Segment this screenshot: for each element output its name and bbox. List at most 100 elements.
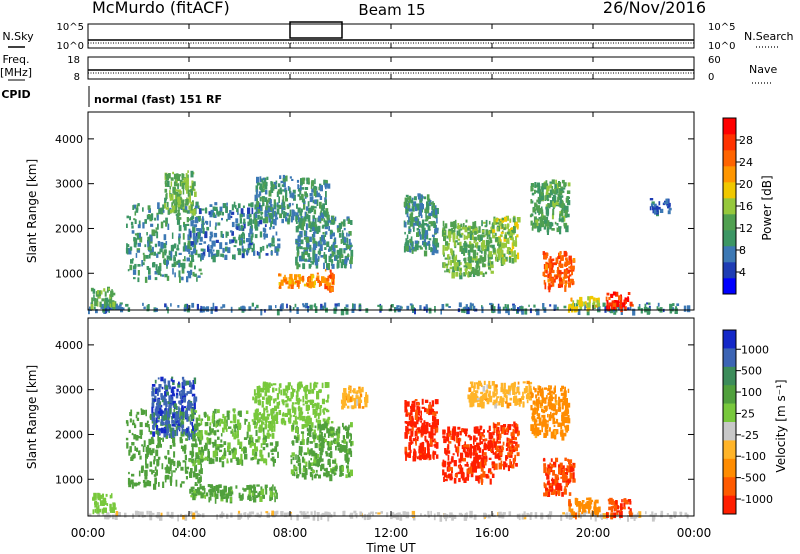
velocity-echo-cell xyxy=(307,422,311,425)
velocity-echo-cell xyxy=(297,385,300,392)
power-echo-cell xyxy=(196,228,200,231)
power-echo-cell xyxy=(162,209,165,213)
power-echo-cell xyxy=(452,250,455,256)
power-echo-cell xyxy=(212,206,216,211)
velocity-echo-cell xyxy=(209,488,213,496)
velocity-echo-cell xyxy=(312,462,316,466)
power-echo-cell xyxy=(551,214,554,220)
power-echo-cell xyxy=(188,231,191,234)
velocity-echo-cell xyxy=(313,510,316,516)
velocity-echo-cell xyxy=(239,441,243,447)
velocity-echo-cell xyxy=(254,415,257,421)
velocity-echo-cell xyxy=(522,391,524,398)
velocity-echo-cell xyxy=(434,423,437,429)
velocity-echo-cell xyxy=(299,441,303,445)
velocity-echo-cell xyxy=(205,422,209,427)
power-echo-cell xyxy=(460,223,463,228)
velocity-echo-cell xyxy=(296,460,298,463)
velocity-echo-cell xyxy=(410,420,413,428)
velocity-echo-cell xyxy=(181,425,183,429)
velocity-echo-cell xyxy=(163,429,167,434)
power-echo-cell xyxy=(167,260,169,265)
power-echo-cell xyxy=(606,292,610,296)
power-echo-cell xyxy=(137,264,141,267)
velocity-echo-cell xyxy=(285,393,288,398)
power-echo-cell xyxy=(278,196,280,204)
velocity-echo-cell xyxy=(173,460,176,467)
power-echo-cell xyxy=(300,181,303,186)
power-echo-cell xyxy=(251,247,255,253)
velocity-echo-cell xyxy=(319,451,323,456)
power-echo-cell xyxy=(528,304,530,307)
velocity-echo-cell xyxy=(302,467,305,472)
velocity-echo-cell xyxy=(131,432,134,436)
power-echo-cell xyxy=(473,236,477,242)
velocity-echo-cell xyxy=(464,451,469,458)
power-echo-region xyxy=(542,250,576,293)
power-echo-cell xyxy=(96,301,99,307)
power-echo-cell xyxy=(562,187,566,190)
velocity-echo-cell xyxy=(319,407,322,415)
velocity-echo-cell xyxy=(163,431,167,438)
velocity-echo-cell xyxy=(296,392,299,398)
velocity-echo-cell xyxy=(349,432,351,437)
velocity-echo-cell xyxy=(165,411,169,417)
power-echo-cell xyxy=(541,224,543,228)
power-echo-cell xyxy=(235,223,239,230)
velocity-echo-cell xyxy=(152,448,155,454)
power-echo-cell xyxy=(302,303,305,306)
velocity-echo-cell xyxy=(275,388,278,391)
velocity-echo-cell xyxy=(167,380,171,388)
power-echo-cell xyxy=(251,207,254,215)
power-echo-cell xyxy=(475,243,479,248)
power-echo-cell xyxy=(331,232,335,237)
power-echo-cell xyxy=(121,307,125,310)
power-echo-cell xyxy=(563,263,567,267)
power-echo-cell xyxy=(416,232,419,237)
velocity-echo-cell xyxy=(462,445,466,453)
velocity-echo-cell xyxy=(405,409,408,415)
velocity-echo-cell xyxy=(405,421,409,425)
power-echo-cell xyxy=(154,243,157,248)
velocity-echo-cell xyxy=(310,511,313,516)
velocity-echo-cell xyxy=(309,472,313,476)
power-echo-cell xyxy=(540,222,542,227)
power-echo-cell xyxy=(241,245,244,251)
velocity-echo-cell xyxy=(485,456,488,461)
velocity-echo-cell xyxy=(230,512,233,518)
velocity-echo-cell xyxy=(168,424,172,429)
velocity-echo-cell xyxy=(175,426,178,431)
velocity-echo-cell xyxy=(230,491,234,495)
velocity-echo-cell xyxy=(184,393,188,396)
velocity-echo-cell xyxy=(179,393,183,400)
power-echo-cell xyxy=(200,248,204,252)
power-echo-cell xyxy=(551,185,554,191)
power-echo-cell xyxy=(472,221,476,229)
velocity-echo-cell xyxy=(481,451,484,457)
power-echo-cell xyxy=(318,282,321,287)
velocity-echo-cell xyxy=(153,483,157,490)
power-echo-cell xyxy=(212,212,216,218)
power-echo-cell xyxy=(453,264,457,271)
power-echo-cell xyxy=(308,221,312,228)
velocity-echo-cell xyxy=(139,429,143,436)
velocity-echo-cell xyxy=(426,408,429,414)
velocity-echo-cell xyxy=(208,438,211,445)
velocity-echo-cell xyxy=(418,413,420,416)
velocity-echo-cell xyxy=(474,429,478,434)
velocity-echo-cell xyxy=(298,405,301,412)
velocity-echo-cell xyxy=(334,468,337,471)
velocity-echo-cell xyxy=(423,455,426,460)
power-echo-cell xyxy=(262,196,266,199)
power-echo-cell xyxy=(461,308,465,313)
velocity-echo-cell xyxy=(190,468,193,474)
power-echo-cell xyxy=(616,300,619,308)
power-echo-cell xyxy=(425,211,427,219)
velocity-echo-cell xyxy=(168,433,172,439)
power-echo-cell xyxy=(451,227,454,232)
power-echo-cell xyxy=(170,181,173,187)
velocity-echo-cell xyxy=(126,442,129,449)
station-title: McMurdo (fitACF) xyxy=(92,0,230,17)
power-echo-cell xyxy=(432,201,434,208)
